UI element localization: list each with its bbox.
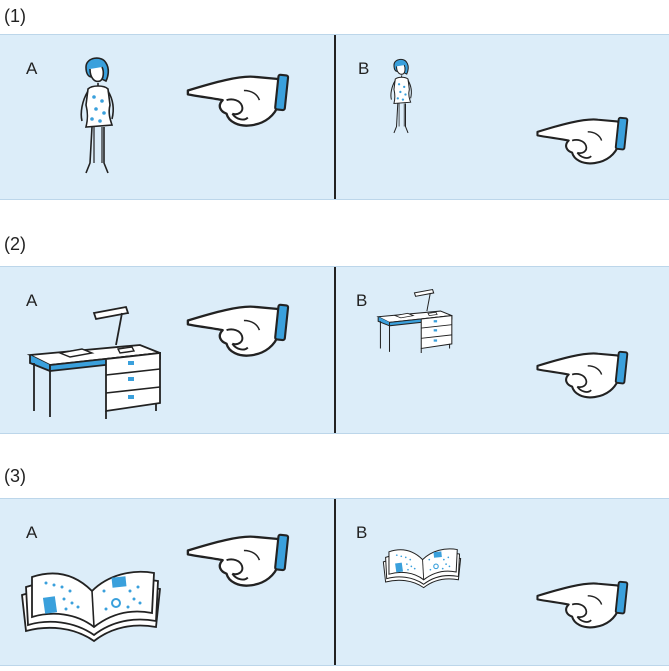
- open-book-icon: [380, 535, 464, 591]
- panel-letter-a: A: [26, 291, 38, 310]
- woman-figure-icon: [72, 55, 122, 185]
- panel-letter-b: B: [356, 523, 368, 542]
- open-book-icon: [16, 547, 166, 647]
- panel-letter-b: B: [356, 291, 368, 310]
- pointing-hand-icon: [534, 343, 638, 413]
- pointing-hand-icon: [534, 109, 638, 179]
- pointing-hand-icon: [184, 525, 300, 603]
- panel-letter-a: A: [26, 59, 38, 78]
- panel-row-1: A B: [0, 34, 669, 200]
- panel-row-2: A B: [0, 266, 669, 434]
- panel-divider: [334, 35, 336, 199]
- panel-letter-b: B: [358, 59, 370, 78]
- pointing-hand-icon: [184, 65, 300, 143]
- pointing-hand-icon: [534, 573, 638, 643]
- section-label-3: (3): [4, 466, 26, 486]
- woman-figure-icon: [385, 53, 417, 145]
- panel-divider: [334, 499, 336, 665]
- panel-row-3: A B: [0, 498, 669, 666]
- panel-divider: [334, 267, 336, 433]
- desk-icon: [372, 285, 458, 353]
- desk-icon: [20, 299, 170, 419]
- section-label-1: (1): [4, 6, 26, 26]
- panel-letter-a: A: [26, 523, 38, 542]
- section-label-2: (2): [4, 234, 26, 254]
- pointing-hand-icon: [184, 295, 300, 373]
